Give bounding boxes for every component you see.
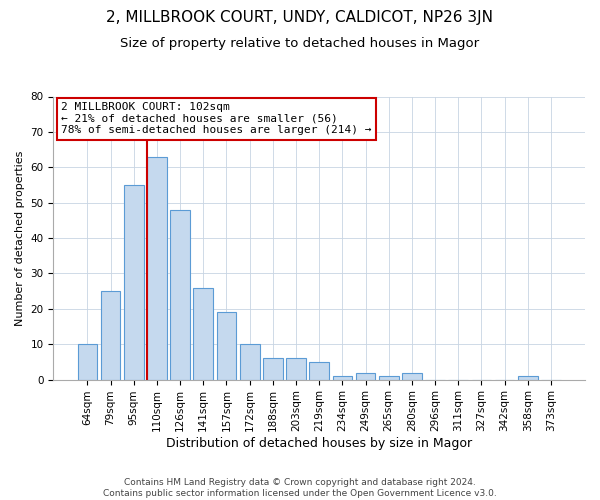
Bar [379, 376, 398, 380]
Bar [124, 185, 143, 380]
Bar [193, 288, 213, 380]
Bar [356, 372, 376, 380]
Y-axis label: Number of detached properties: Number of detached properties [15, 150, 25, 326]
Bar [147, 156, 167, 380]
Bar [402, 372, 422, 380]
Bar [77, 344, 97, 380]
Bar [263, 358, 283, 380]
Bar [310, 362, 329, 380]
Bar [518, 376, 538, 380]
Text: Contains HM Land Registry data © Crown copyright and database right 2024.
Contai: Contains HM Land Registry data © Crown c… [103, 478, 497, 498]
Text: 2, MILLBROOK COURT, UNDY, CALDICOT, NP26 3JN: 2, MILLBROOK COURT, UNDY, CALDICOT, NP26… [107, 10, 493, 25]
Bar [101, 291, 121, 380]
Bar [286, 358, 306, 380]
X-axis label: Distribution of detached houses by size in Magor: Distribution of detached houses by size … [166, 437, 472, 450]
Bar [332, 376, 352, 380]
Bar [240, 344, 260, 380]
Text: 2 MILLBROOK COURT: 102sqm
← 21% of detached houses are smaller (56)
78% of semi-: 2 MILLBROOK COURT: 102sqm ← 21% of detac… [61, 102, 372, 136]
Text: Size of property relative to detached houses in Magor: Size of property relative to detached ho… [121, 38, 479, 51]
Bar [170, 210, 190, 380]
Bar [217, 312, 236, 380]
